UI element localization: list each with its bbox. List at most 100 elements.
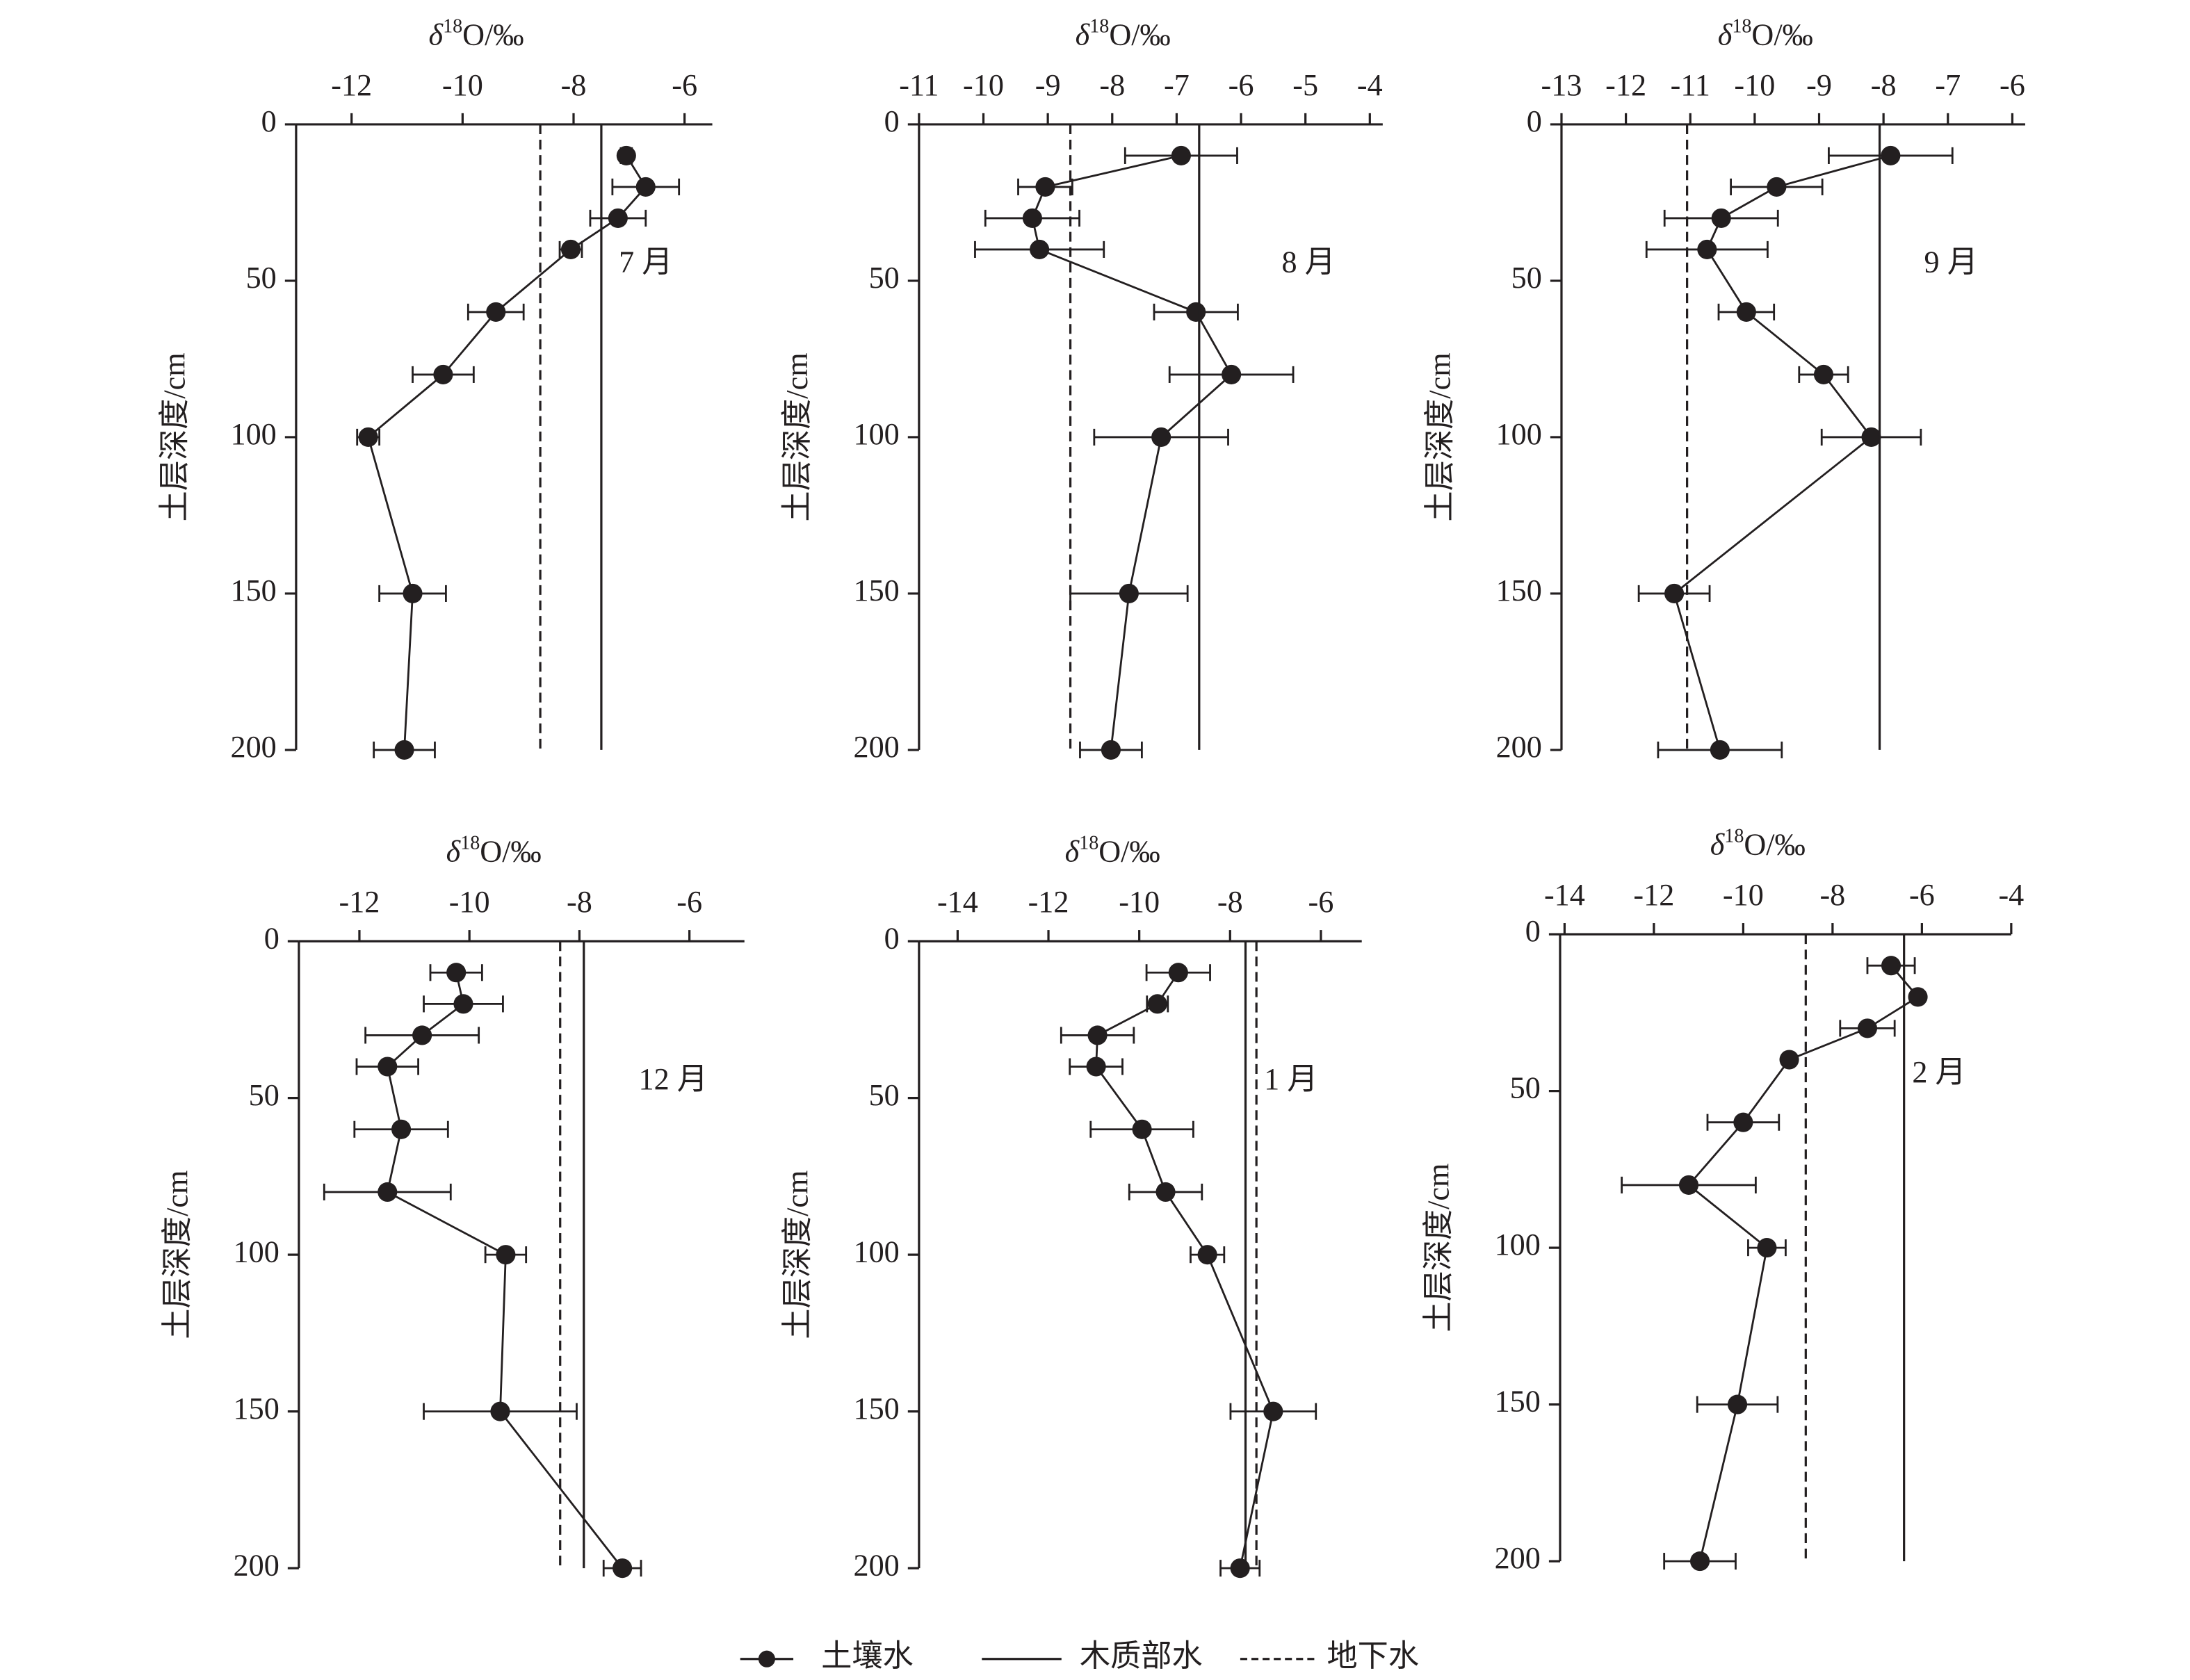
legend-label: 木质部水 <box>1080 1639 1203 1673</box>
point <box>616 145 636 165</box>
point <box>490 1401 510 1421</box>
point <box>1697 239 1717 259</box>
y-tick-label: 50 <box>246 261 277 295</box>
point <box>1197 1245 1217 1265</box>
point <box>1119 583 1139 603</box>
x-tick-label: -6 <box>1909 878 1935 912</box>
soil-water-line <box>386 972 624 1569</box>
x-tick-label: -14 <box>937 885 978 919</box>
point <box>1263 1401 1283 1421</box>
point <box>1690 1551 1710 1572</box>
x-axis-label: δ18O/‰ <box>1710 826 1806 862</box>
x-tick-label: -4 <box>1357 68 1383 102</box>
y-tick-label: 0 <box>1525 914 1541 948</box>
point <box>1779 1050 1799 1070</box>
x-tick-label: -12 <box>1605 68 1646 102</box>
point <box>1733 1112 1753 1132</box>
y-tick-label: 200 <box>853 1548 899 1582</box>
x-tick-label: -8 <box>567 885 592 919</box>
x-tick-label: -9 <box>1035 68 1061 102</box>
x-axis-label-part: O/‰ <box>462 18 524 52</box>
x-axis-label-part: 18 <box>1079 833 1098 854</box>
point <box>378 1182 398 1202</box>
point <box>1230 1558 1250 1579</box>
x-tick-label: -8 <box>1217 885 1243 919</box>
point <box>1155 1182 1176 1202</box>
x-tick-label: -12 <box>339 885 380 919</box>
point <box>394 740 414 760</box>
soil-water-line <box>367 155 647 750</box>
annotation: 12 月 <box>639 1062 708 1096</box>
x-tick-label: -8 <box>1099 68 1125 102</box>
x-axis-label-part: O/‰ <box>480 835 541 869</box>
point <box>1132 1119 1152 1139</box>
legend-soil-marker <box>758 1650 775 1667</box>
y-axis-label: 土层深度/cm <box>1422 352 1457 521</box>
x-tick-label: -10 <box>449 885 490 919</box>
y-axis-label: 土层深度/cm <box>157 352 191 521</box>
y-tick-label: 0 <box>261 104 277 138</box>
point <box>391 1119 412 1139</box>
x-tick-label: -8 <box>561 68 587 102</box>
annotation: 7 月 <box>619 245 672 279</box>
y-tick-label: 50 <box>249 1078 279 1112</box>
y-tick-label: 100 <box>230 417 276 451</box>
point <box>1086 1057 1106 1077</box>
point <box>1727 1394 1748 1414</box>
point <box>446 963 467 983</box>
x-axis-label: δ18O/‰ <box>429 16 524 52</box>
x-axis-label-part: δ <box>1076 18 1091 52</box>
x-axis-label: δ18O/‰ <box>1065 833 1160 869</box>
x-tick-label: -6 <box>2000 68 2025 102</box>
x-tick-label: -12 <box>1028 885 1069 919</box>
point <box>1186 302 1206 322</box>
x-tick-label: -4 <box>1998 878 2024 912</box>
y-tick-label: 100 <box>853 417 899 451</box>
y-tick-label: 50 <box>1510 1071 1541 1105</box>
y-tick-label: 0 <box>884 921 900 955</box>
point <box>1710 740 1730 760</box>
point <box>1101 740 1121 760</box>
x-tick-label: -11 <box>899 68 939 102</box>
point <box>1147 994 1167 1014</box>
y-tick-label: 150 <box>230 573 276 607</box>
point <box>486 302 506 322</box>
y-tick-label: 100 <box>853 1234 899 1269</box>
x-tick-label: -6 <box>672 68 697 102</box>
y-tick-label: 50 <box>869 1078 900 1112</box>
x-axis-label-part: O/‰ <box>1098 835 1160 869</box>
x-tick-label: -5 <box>1292 68 1318 102</box>
x-axis-label-part: δ <box>429 18 444 52</box>
point <box>1168 963 1188 983</box>
y-tick-label: 150 <box>234 1392 279 1426</box>
point <box>378 1057 398 1077</box>
x-tick-label: -7 <box>1164 68 1190 102</box>
y-axis-label: 土层深度/cm <box>160 1171 194 1339</box>
point <box>1087 1025 1108 1045</box>
x-axis-label-part: δ <box>1718 18 1733 52</box>
x-axis-label-part: 18 <box>460 833 480 854</box>
x-tick-label: -6 <box>1308 885 1334 919</box>
point <box>1861 427 1881 447</box>
point <box>1736 302 1756 322</box>
y-tick-label: 150 <box>853 1392 899 1426</box>
x-axis-label: δ18O/‰ <box>446 833 542 869</box>
point <box>403 583 423 603</box>
y-tick-label: 50 <box>1511 261 1542 295</box>
point <box>1711 208 1731 228</box>
point <box>1035 177 1055 197</box>
x-tick-label: -12 <box>1633 878 1674 912</box>
x-axis-label-part: δ <box>1710 828 1726 862</box>
soil-water-line <box>1031 154 1233 751</box>
point <box>613 1558 633 1579</box>
y-tick-label: 100 <box>234 1234 279 1269</box>
y-tick-label: 200 <box>1495 1541 1541 1575</box>
legend-label: 土壤水 <box>821 1639 914 1673</box>
point <box>433 364 453 384</box>
point <box>1881 956 1901 976</box>
x-axis-label: δ18O/‰ <box>1076 16 1171 52</box>
point <box>1030 239 1050 259</box>
x-tick-label: -10 <box>1734 68 1775 102</box>
point <box>1222 364 1242 384</box>
